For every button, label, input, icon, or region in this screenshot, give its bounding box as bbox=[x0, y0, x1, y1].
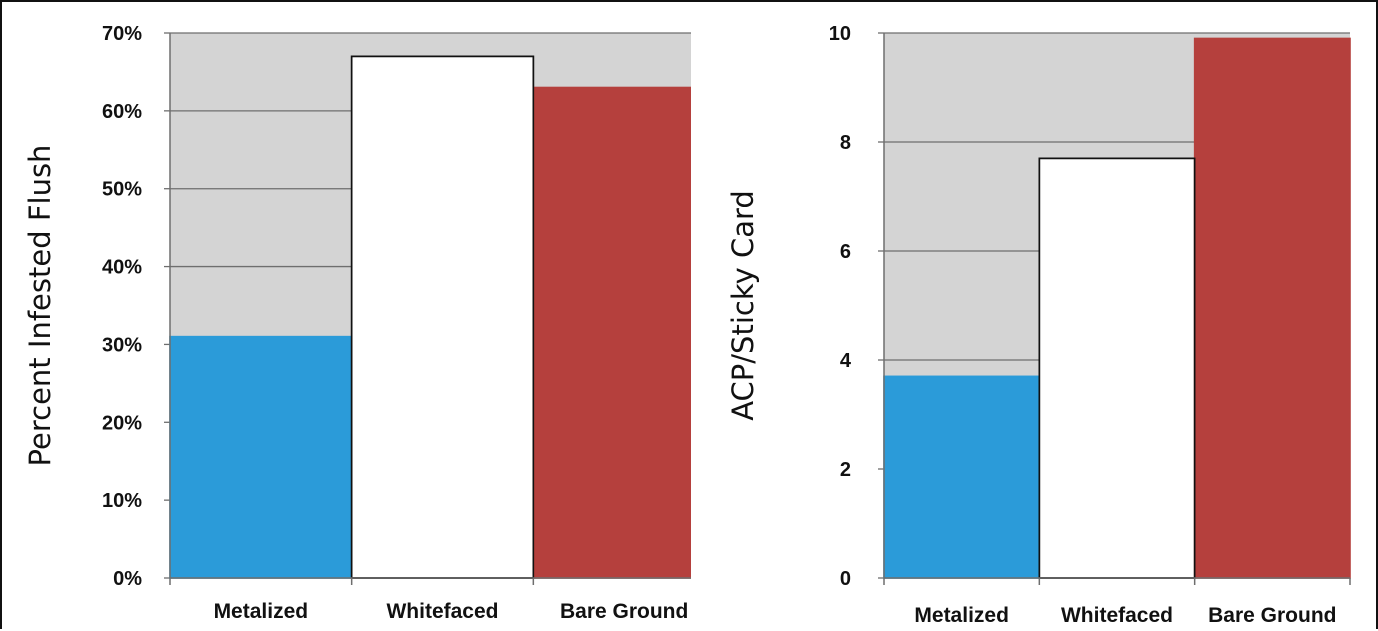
bar-bare-ground bbox=[532, 86, 691, 579]
x-category-label: Metalized bbox=[914, 604, 1009, 627]
y-tick-label: 20% bbox=[102, 412, 142, 434]
bar-whitefaced bbox=[1038, 157, 1196, 579]
y-tick-label: 10% bbox=[102, 490, 142, 512]
x-category-label: Whitefaced bbox=[386, 600, 498, 623]
y-tick-label: 8 bbox=[840, 132, 851, 154]
y-tick-label: 70% bbox=[102, 23, 142, 45]
y-tick-label: 4 bbox=[840, 350, 852, 372]
x-category-label: Bare Ground bbox=[1208, 604, 1336, 627]
bar-bare-ground bbox=[1193, 37, 1351, 579]
y-tick-label: 40% bbox=[102, 257, 142, 279]
y-tick-label: 6 bbox=[840, 241, 851, 263]
y-tick-label: 50% bbox=[102, 179, 142, 201]
y-tick-label: 0 bbox=[840, 568, 851, 590]
y-axis-label: ACP/Sticky Card bbox=[726, 190, 760, 421]
y-axis-label: Percent Infested Flush bbox=[23, 145, 57, 467]
bar-metalized bbox=[883, 375, 1041, 579]
x-category-label: Whitefaced bbox=[1061, 604, 1173, 627]
y-tick-label: 60% bbox=[102, 101, 142, 123]
bar-whitefaced bbox=[350, 55, 535, 579]
y-tick-label: 10 bbox=[829, 23, 851, 45]
bar-metalized bbox=[169, 335, 353, 579]
x-category-label: Metalized bbox=[214, 600, 309, 623]
y-tick-label: 30% bbox=[102, 334, 142, 356]
y-tick-label: 0% bbox=[113, 568, 142, 590]
x-category-label: Bare Ground bbox=[560, 600, 688, 623]
chart-percent-infested-flush: 0% 10% 20% 30% 40% 50% 60% 70% Metalized Whitefac… bbox=[23, 23, 691, 623]
y-tick-label: 2 bbox=[840, 459, 851, 481]
chart-acp-sticky-card: 0 2 4 6 8 10 Metalized Whitefaced Bare Ground ACP… bbox=[726, 23, 1351, 627]
